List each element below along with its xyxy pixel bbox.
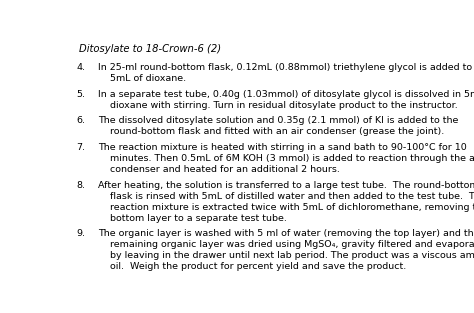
Text: Ditosylate to 18-Crown-6 (2): Ditosylate to 18-Crown-6 (2) [80,44,221,54]
Text: 8.: 8. [77,181,86,190]
Text: 5.: 5. [77,90,86,99]
Text: The organic layer is washed with 5 ml of water (removing the top layer) and the
: The organic layer is washed with 5 ml of… [98,229,474,271]
Text: 6.: 6. [77,116,86,126]
Text: 7.: 7. [77,143,86,152]
Text: The dissolved ditosylate solution and 0.35g (2.1 mmol) of KI is added to the
   : The dissolved ditosylate solution and 0.… [98,116,458,136]
Text: 4.: 4. [77,63,86,72]
Text: After heating, the solution is transferred to a large test tube.  The round-bott: After heating, the solution is transferr… [98,181,474,223]
Text: In a separate test tube, 0.40g (1.03mmol) of ditosylate glycol is dissolved in 5: In a separate test tube, 0.40g (1.03mmol… [98,90,474,110]
Text: In 25-ml round-bottom flask, 0.12mL (0.88mmol) triethylene glycol is added to
  : In 25-ml round-bottom flask, 0.12mL (0.8… [98,63,472,83]
Text: The reaction mixture is heated with stirring in a sand bath to 90-100°C for 10
 : The reaction mixture is heated with stir… [98,143,474,174]
Text: 9.: 9. [77,229,86,238]
